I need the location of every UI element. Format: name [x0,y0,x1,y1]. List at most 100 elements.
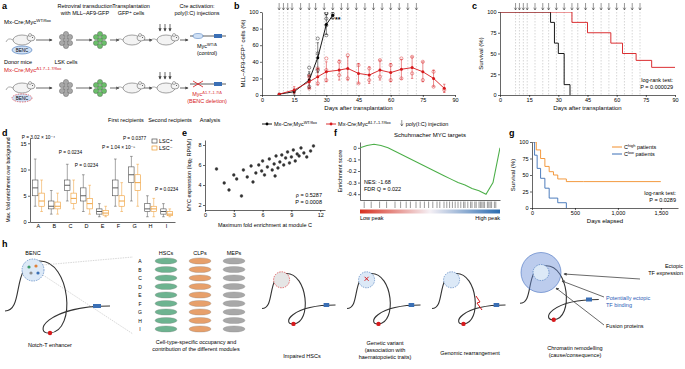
injection-arrow [389,3,392,10]
point [257,164,260,167]
hit [472,202,473,209]
point [305,156,308,159]
tick: 75 [420,95,426,103]
whisker-high [152,198,155,206]
tick-label: 45 [585,97,591,103]
benc-element [444,272,460,288]
tick-label: 15 [292,97,298,103]
tick-mark [260,45,262,46]
tick-label: -0.4 [347,191,356,197]
tick: 100 [249,9,262,15]
marker [278,93,281,95]
series-line [532,142,661,182]
arrow [36,88,52,89]
error-bar [443,84,445,92]
cell-cluster [59,31,72,48]
point [284,157,287,160]
panel-label: b [234,1,240,11]
injection-arrow [541,3,544,10]
mouse-icon [6,82,35,94]
benc-element [274,272,290,288]
box [161,209,166,214]
tick-label: 12 [318,212,324,218]
tick-label: 0 [531,210,534,216]
enhancer [376,322,380,326]
tick-label: 30 [556,97,562,103]
caption: contribution of the different modules [152,346,240,352]
stage-label: Donor mice [4,59,32,65]
tick-label: 20 [252,76,258,82]
tick-label: 100 [519,139,528,145]
mouse-icon [116,34,145,46]
legend-marker [266,123,269,126]
point [235,178,238,181]
injection-line [356,12,357,95]
median [49,206,54,207]
tick-label: 0 [353,145,356,151]
point [228,189,231,192]
tick-label: 90 [452,97,458,103]
point [300,147,303,150]
axis: 0255075100 [487,9,500,98]
benc-element [12,94,32,102]
whisker-high [50,191,53,202]
legend-swatch [612,147,622,148]
module-dot [27,265,30,268]
rank-gradient [360,210,500,214]
injection-arrow [584,3,587,10]
module-occupancy [189,275,211,281]
hit [484,202,485,209]
tick-label: 10 [20,167,26,173]
tick: 30 [324,95,330,103]
injection-arrow [608,3,611,10]
module-label: H [138,318,142,324]
tick: 40 [252,59,262,65]
tick: 0 [261,95,264,103]
tick: 20 [252,76,262,82]
module-occupancy [189,317,211,323]
step-label: poly(I:C) injections [174,10,219,16]
injection-line [585,12,586,95]
injection-arrow [291,3,294,10]
hit [406,202,407,209]
hit [386,202,387,209]
axis-line [533,208,679,209]
tick: 0 [531,208,534,216]
legend-item: poly(I:C) injection [400,120,448,127]
whisker-high [120,183,123,196]
plot-area [532,142,661,208]
injection-arrow [308,3,311,10]
tick-mark [203,165,205,166]
legend-label: Clow patients [624,150,655,158]
tick-label: 15 [527,97,533,103]
tick-mark [260,29,262,30]
injection-line [535,12,536,95]
genotype-label: Mx-Cre;MycWT/flox [4,18,52,26]
whisker-high [136,164,139,175]
axis: ABCDEFGHI [31,222,176,229]
point [240,195,243,198]
median [145,208,150,209]
module-occupancy [189,266,211,272]
point [260,170,263,173]
axis-line [500,13,501,96]
tick-mark [28,196,30,197]
tick-mark [28,143,30,144]
tick-mark [498,74,500,75]
gene [93,304,101,308]
point [346,54,349,57]
tick: -0.4 [347,191,360,197]
injection-arrow [364,3,367,10]
tick: 5 [23,193,30,199]
injection-arrow [534,3,537,10]
text-part: Δ1.7–1.7/flox [368,120,391,125]
result-label: MycWT/Δ [197,42,217,50]
injection-line [332,12,333,95]
injection-arrow [526,3,529,10]
point [254,172,257,175]
whisker-low [162,214,165,217]
tick: 500 [571,208,580,216]
chart-title: Schuhmacher MYC targets [394,132,466,138]
box [81,188,86,201]
injection-arrow [331,3,334,10]
